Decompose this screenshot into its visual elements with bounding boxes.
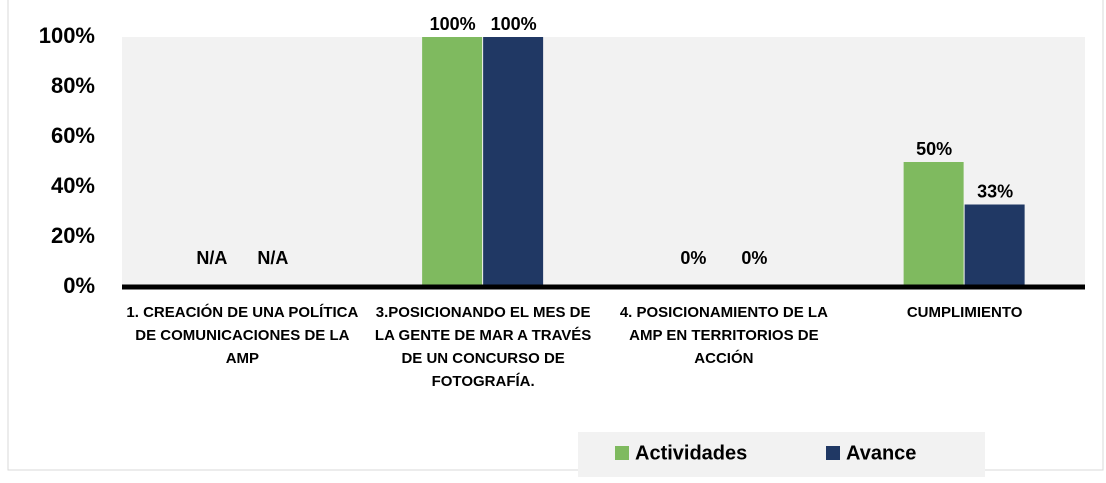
data-label: 100%: [430, 14, 476, 34]
y-tick-label: 40%: [51, 173, 95, 198]
bar: [483, 37, 544, 287]
data-label: 50%: [916, 139, 952, 159]
data-label: 0%: [741, 248, 767, 268]
bar: [422, 37, 483, 287]
data-label: 100%: [491, 14, 537, 34]
y-tick-label: 100%: [39, 23, 95, 48]
legend-label: Avance: [846, 442, 916, 464]
chart-border: [7, 0, 1104, 471]
y-tick-label: 60%: [51, 123, 95, 148]
legend-swatch: [615, 446, 629, 460]
x-tick-label: 1. CREACIÓN DE UNA POLÍTICA DE COMUNICAC…: [126, 304, 359, 367]
y-tick-label: 80%: [51, 73, 95, 98]
x-tick-label: CUMPLIMIENTO: [906, 304, 1023, 321]
bar: [964, 204, 1025, 287]
data-label: N/A: [196, 248, 227, 268]
y-tick-label: 0%: [63, 273, 95, 298]
data-label: N/A: [257, 248, 288, 268]
legend-swatch: [826, 446, 840, 460]
bar: [903, 162, 964, 287]
x-tick-label: 4. POSICIONAMIENTO DE LA AMP EN TERRITOR…: [619, 304, 828, 367]
data-label: 0%: [680, 248, 706, 268]
x-tick-label: 3.POSICIONANDO EL MES DE LA GENTE DE MAR…: [374, 304, 592, 390]
y-tick-label: 20%: [51, 223, 95, 248]
data-label: 33%: [977, 181, 1013, 201]
legend-label: Actividades: [635, 442, 747, 464]
legend-box: [578, 432, 985, 477]
